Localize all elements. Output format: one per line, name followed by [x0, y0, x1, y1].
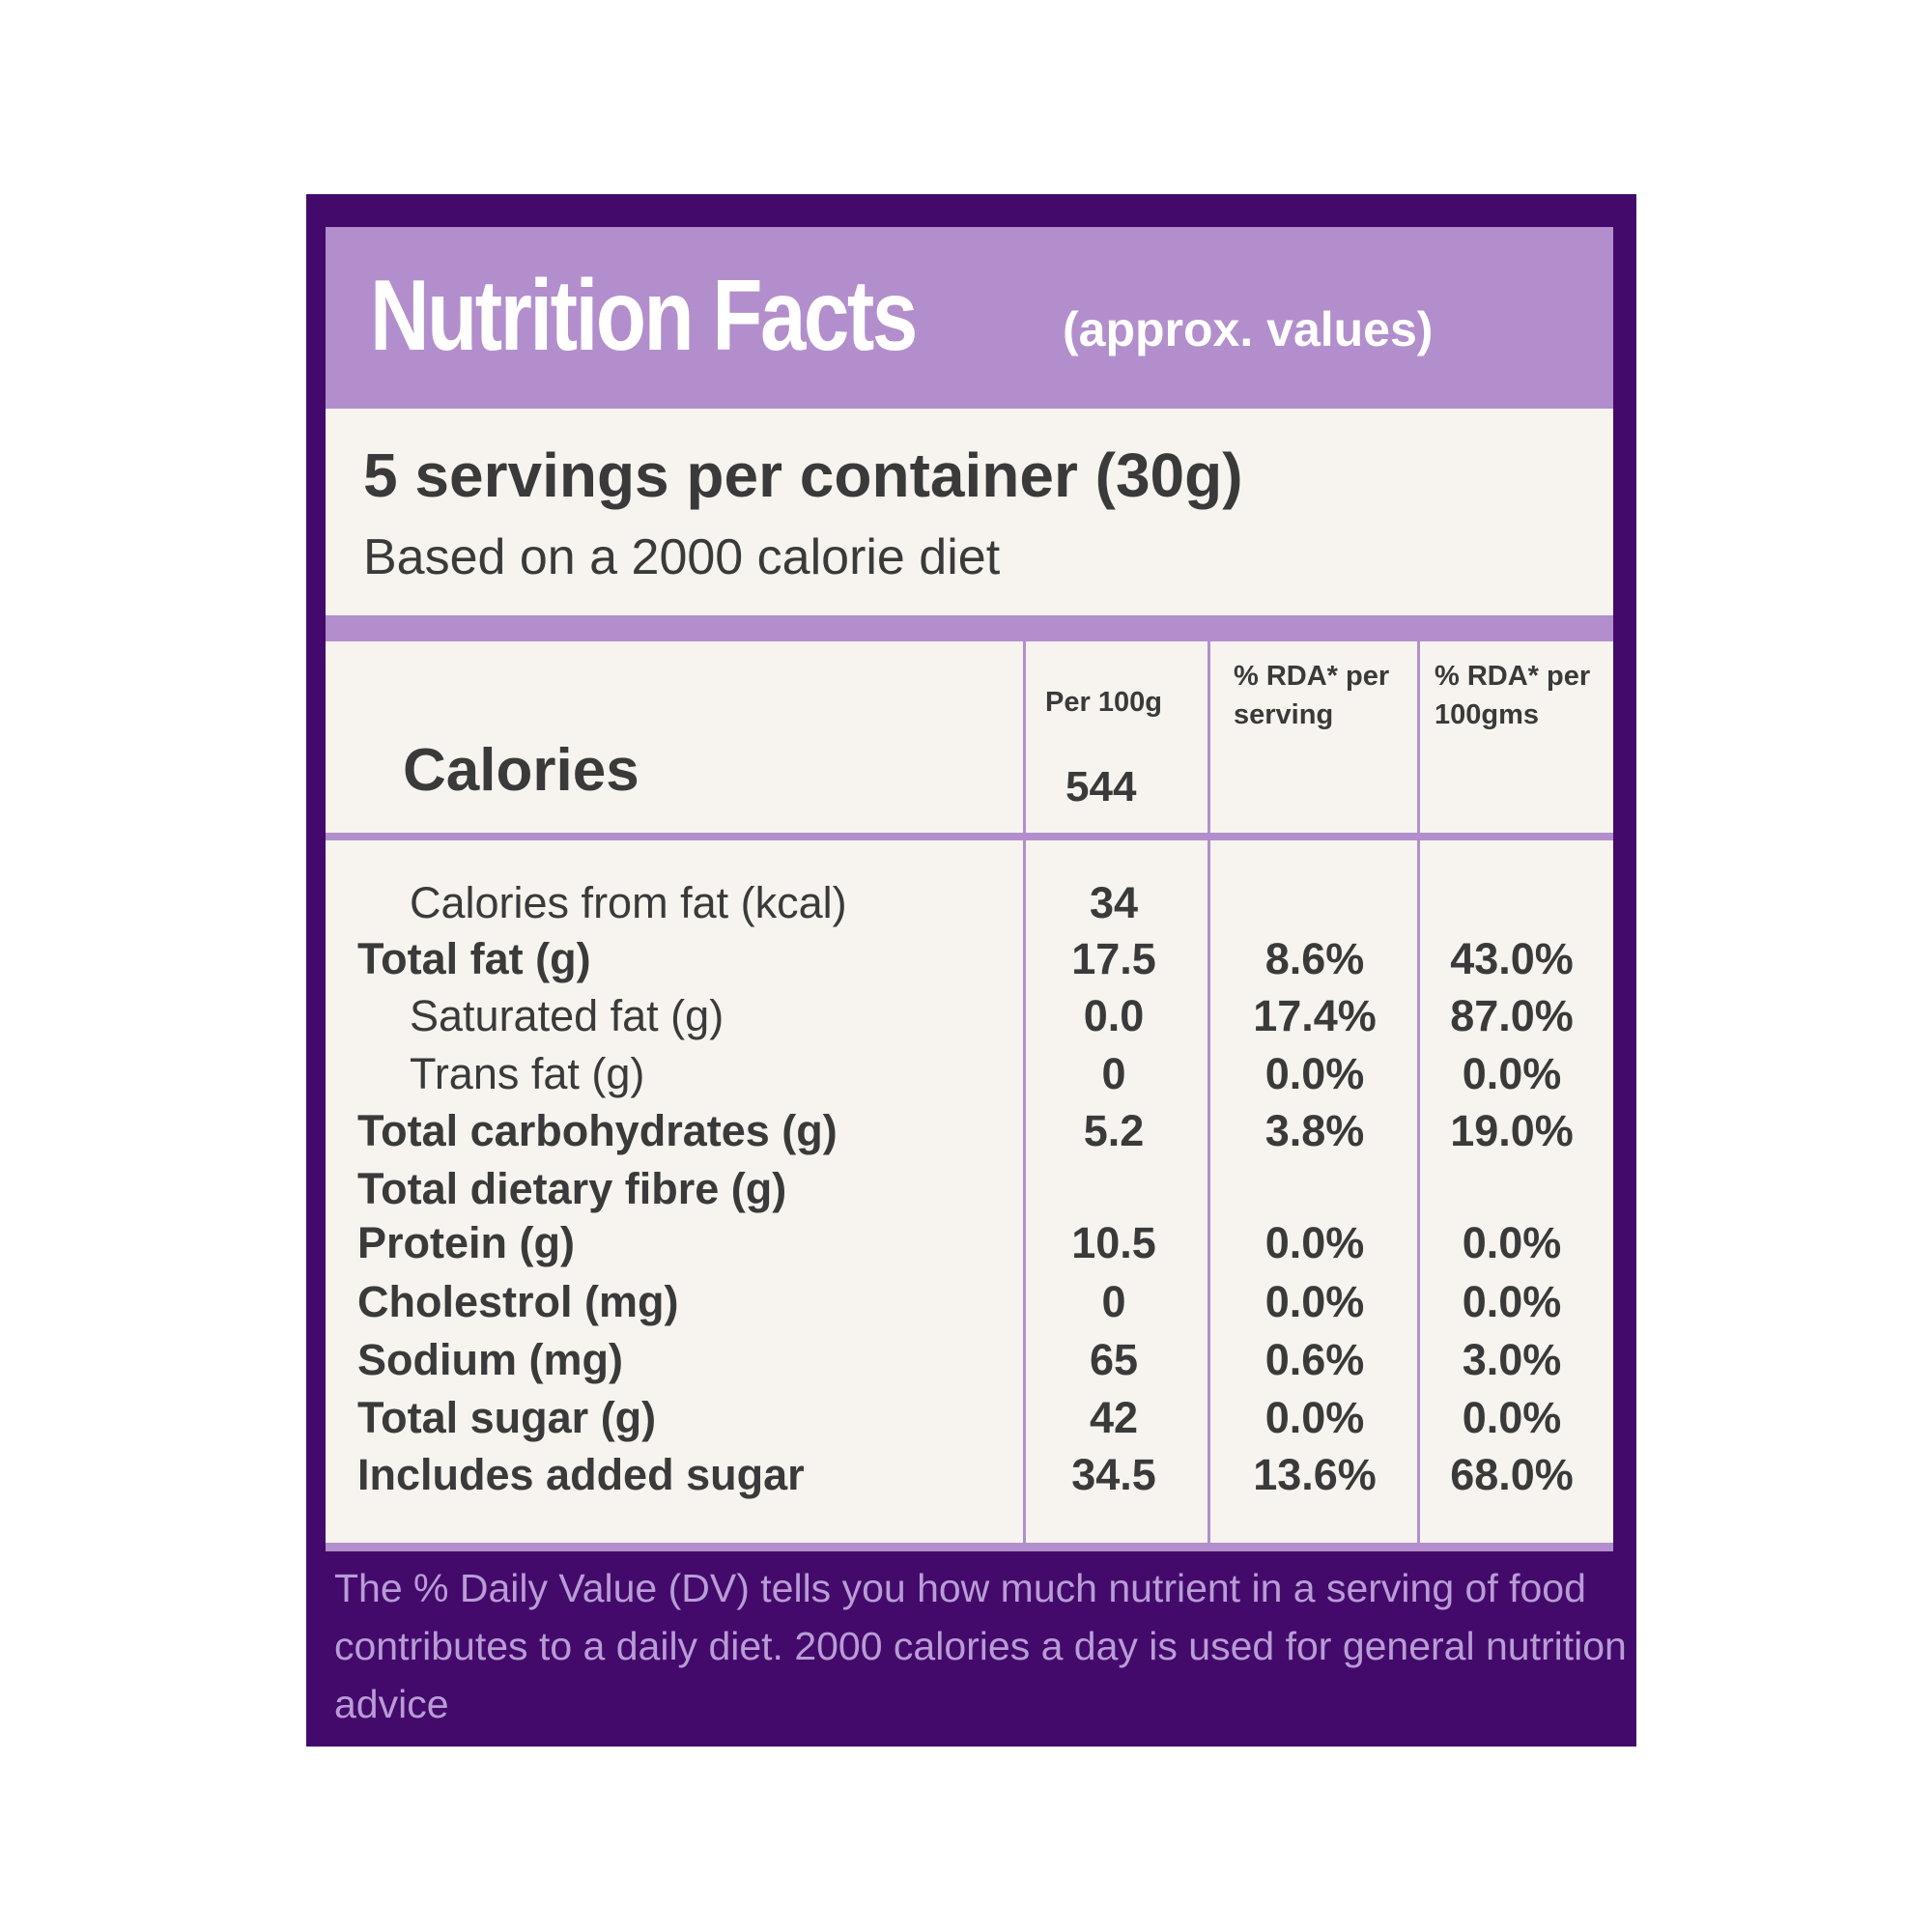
divider-line: [326, 833, 1613, 840]
nutrient-name: Saturated fat (g): [410, 991, 724, 1040]
nutrient-name: Sodium (mg): [357, 1335, 623, 1384]
diet-basis: Based on a 2000 calorie diet: [363, 529, 1001, 585]
divider-line: [326, 1543, 1613, 1551]
nutrient-row: Protein (g) 10.5 0.0% 0.0%: [0, 1218, 1932, 1272]
column-header: Per 100g: [1045, 687, 1162, 718]
title: Nutrition Facts: [370, 260, 918, 372]
nutrient-name: Trans fat (g): [410, 1049, 645, 1098]
nutrient-value: 0.0%: [1462, 1218, 1562, 1267]
table-panel: [326, 641, 1613, 1543]
subtitle: (approx. values): [1063, 302, 1434, 356]
nutrient-value: 5.2: [1083, 1106, 1145, 1155]
nutrient-row: Total dietary fibre (g): [0, 1164, 1932, 1218]
nutrient-value: 0.0: [1083, 991, 1145, 1040]
nutrient-row: Sodium (mg) 65 0.6% 3.0%: [0, 1335, 1932, 1389]
nutrient-value: 3.8%: [1264, 1106, 1365, 1155]
column-divider: [1208, 641, 1210, 1543]
nutrient-value: 0.0%: [1462, 1277, 1562, 1326]
nutrient-value: 13.6%: [1253, 1450, 1377, 1499]
column-header: % RDA* per serving: [1234, 661, 1390, 730]
nutrient-row: Trans fat (g) 0 0.0% 0.0%: [0, 1049, 1932, 1103]
column-header: % RDA* per 100gms: [1435, 661, 1591, 730]
nutrient-row: Total sugar (g) 42 0.0% 0.0%: [0, 1393, 1932, 1447]
nutrient-row: Calories from fat (kcal) 34: [0, 878, 1932, 932]
nutrient-value: 17.4%: [1253, 991, 1377, 1040]
nutrient-name: Total fat (g): [357, 934, 591, 983]
nutrient-value: 0.0%: [1264, 1049, 1365, 1098]
nutrient-name: Includes added sugar: [357, 1450, 805, 1499]
nutrient-row: Saturated fat (g) 0.0 17.4% 87.0%: [0, 991, 1932, 1045]
nutrient-value: 43.0%: [1450, 934, 1574, 983]
nutrient-name: Total carbohydrates (g): [357, 1106, 838, 1155]
nutrient-value: 65: [1089, 1335, 1139, 1384]
nutrient-value: 34: [1089, 878, 1139, 927]
nutrient-row: Total fat (g) 17.5 8.6% 43.0%: [0, 934, 1932, 988]
nutrient-value: 8.6%: [1264, 934, 1365, 983]
nutrient-name: Total dietary fibre (g): [357, 1164, 787, 1213]
nutrient-value: 0.0%: [1462, 1049, 1562, 1098]
nutrient-value: 0.0%: [1462, 1393, 1562, 1442]
nutrient-value: 10.5: [1071, 1218, 1156, 1267]
servings: 5 servings per container (30g): [363, 440, 1243, 510]
nutrient-value: 0: [1101, 1049, 1126, 1098]
nutrient-value: 87.0%: [1450, 991, 1574, 1040]
nutrient-name: Cholestrol (mg): [357, 1277, 679, 1326]
nutrient-value: 3.0%: [1462, 1335, 1562, 1384]
calories-label: Calories: [403, 737, 639, 804]
nutrient-value: 0.0%: [1264, 1277, 1365, 1326]
nutrient-value: 0.6%: [1264, 1335, 1365, 1384]
nutrient-value: 0.0%: [1264, 1218, 1365, 1267]
nutrient-value: 34.5: [1071, 1450, 1156, 1499]
divider-strip: [326, 615, 1613, 641]
nutrient-row: Cholestrol (mg) 0 0.0% 0.0%: [0, 1277, 1932, 1331]
nutrient-value: 0.0%: [1264, 1393, 1365, 1442]
nutrient-row: Includes added sugar 34.5 13.6% 68.0%: [0, 1450, 1932, 1504]
serving-panel: [326, 409, 1613, 615]
nutrient-name: Total sugar (g): [357, 1393, 657, 1442]
header-band: [326, 227, 1613, 409]
column-divider: [1417, 641, 1420, 1543]
nutrient-value: 0: [1101, 1277, 1126, 1326]
nutrient-value: 19.0%: [1450, 1106, 1574, 1155]
nutrient-name: Calories from fat (kcal): [410, 878, 847, 927]
nutrient-row: Total carbohydrates (g) 5.2 3.8% 19.0%: [0, 1106, 1932, 1160]
footnote: The % Daily Value (DV) tells you how muc…: [334, 1566, 1627, 1726]
nutrient-name: Protein (g): [357, 1218, 575, 1267]
nutrient-value: 68.0%: [1450, 1450, 1574, 1499]
column-divider: [1023, 641, 1026, 1543]
calories-value: 544: [1065, 763, 1137, 810]
nutrient-value: 42: [1089, 1393, 1139, 1442]
nutrient-value: 17.5: [1071, 934, 1156, 983]
